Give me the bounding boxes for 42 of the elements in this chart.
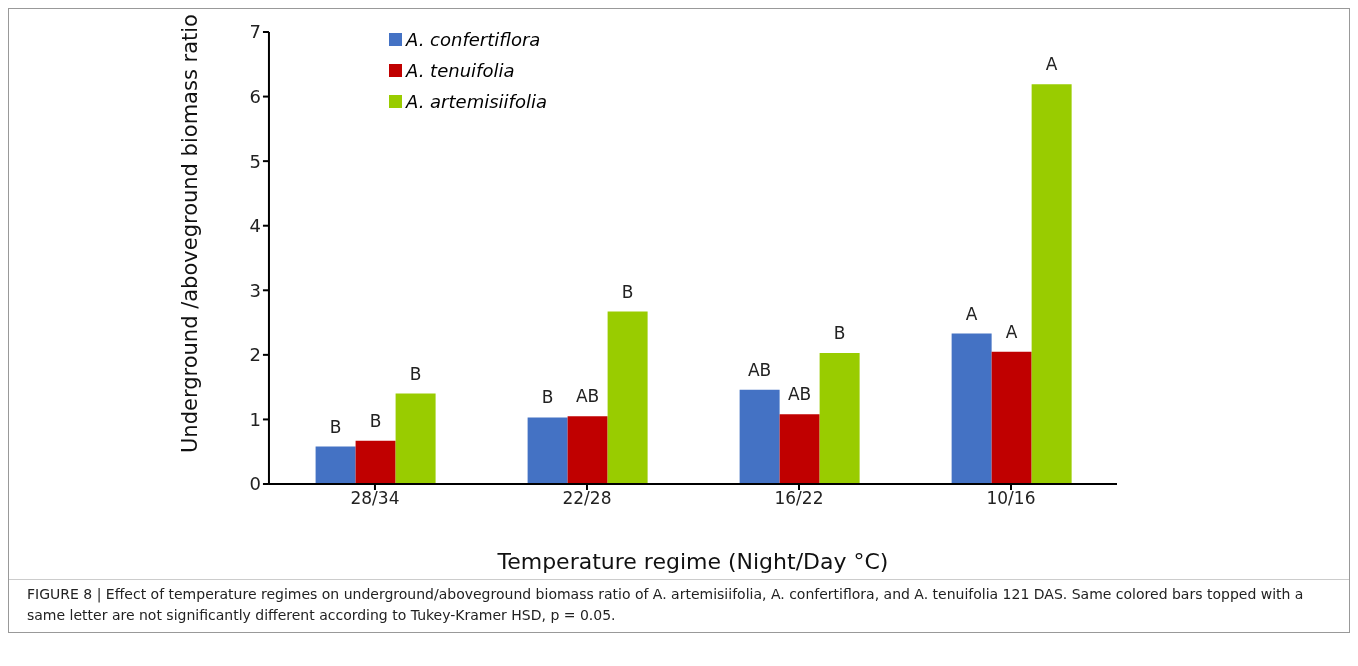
legend-label: A. artemisiifolia bbox=[404, 91, 547, 112]
legend-label: A. tenuifolia bbox=[404, 60, 516, 81]
y-tick-label: 0 bbox=[249, 473, 261, 495]
y-tick-label: 6 bbox=[249, 85, 261, 107]
caption: FIGURE 8 | Effect of temperature regimes on underground/aboveground biomass ratio of A. artemisiifolia, A. confertiflora, and A. tenuifolia 121 DAS. Same colored bars topped with a same letter are not significantly different according to Tukey-Kramer HSD, p = 0.05. bbox=[9, 579, 1349, 632]
bar bbox=[607, 311, 648, 484]
y-tick-label: 7 bbox=[249, 21, 261, 43]
y-tick-label: 4 bbox=[249, 215, 261, 237]
data-label: B bbox=[621, 281, 634, 302]
data-label: B bbox=[541, 387, 554, 408]
data-label: AB bbox=[747, 359, 772, 380]
bar bbox=[527, 417, 568, 484]
x-tick-label: 22/28 bbox=[562, 488, 612, 509]
bar bbox=[739, 389, 780, 484]
x-tick-label: 10/16 bbox=[986, 488, 1036, 509]
bar bbox=[819, 352, 860, 484]
y-tick-label: 1 bbox=[249, 408, 261, 430]
data-label: B bbox=[833, 322, 846, 343]
x-tick-label: 28/34 bbox=[350, 488, 400, 509]
legend-label: A. confertiflora bbox=[404, 29, 542, 50]
bar bbox=[991, 351, 1032, 484]
bar bbox=[951, 333, 992, 484]
data-label: B bbox=[329, 416, 342, 437]
y-tick-label: 2 bbox=[249, 344, 261, 366]
bar bbox=[567, 416, 608, 484]
bar bbox=[315, 446, 356, 484]
x-axis-title: Temperature regime (Night/Day °C) bbox=[496, 549, 889, 574]
data-label: B bbox=[369, 410, 382, 431]
y-tick-label: 3 bbox=[249, 279, 261, 301]
y-tick-label: 5 bbox=[249, 150, 261, 172]
bar bbox=[355, 440, 396, 484]
data-label: AB bbox=[787, 384, 812, 405]
data-label: A bbox=[1005, 321, 1018, 342]
data-label: A bbox=[1045, 54, 1058, 75]
y-axis-title: Underground /aboveground biomass ratio bbox=[178, 14, 203, 453]
bar bbox=[779, 414, 820, 484]
x-tick-label: 16/22 bbox=[774, 488, 824, 509]
bar bbox=[395, 393, 436, 484]
data-label: B bbox=[409, 363, 422, 384]
data-label: AB bbox=[575, 386, 600, 407]
bar bbox=[1031, 84, 1072, 484]
data-label: A bbox=[965, 303, 978, 324]
